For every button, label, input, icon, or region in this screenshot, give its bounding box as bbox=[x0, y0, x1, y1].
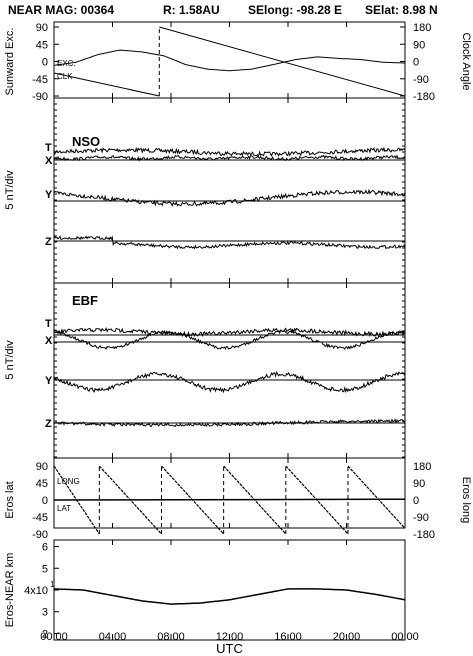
right-tick-label: 180 bbox=[413, 22, 431, 34]
inline-label-long: LONG bbox=[57, 477, 80, 486]
left-axis-label: Sunward Exc. bbox=[4, 28, 16, 96]
x-tick-label: 20:00 bbox=[333, 631, 361, 643]
panel-frame-4 bbox=[53, 539, 406, 641]
x-tick-label: 16:00 bbox=[274, 631, 302, 643]
trace-x bbox=[53, 330, 406, 350]
x-tick-label: 08:00 bbox=[157, 631, 185, 643]
right-tick-label: 90 bbox=[413, 39, 425, 51]
right-tick-label: 0 bbox=[413, 57, 419, 69]
long-series-line bbox=[347, 465, 406, 529]
long-series-line bbox=[53, 465, 100, 535]
exc-series-line bbox=[53, 49, 405, 72]
distance-series-line bbox=[53, 588, 406, 605]
distance-axis-label: Eros-NEAR km bbox=[4, 553, 16, 628]
left-tick-label: 45 bbox=[36, 39, 48, 51]
component-label-x: X bbox=[45, 335, 53, 347]
right-tick-label: -90 bbox=[413, 74, 429, 86]
x-tick-label: 12:00 bbox=[216, 631, 244, 643]
left-tick-label: 90 bbox=[36, 461, 48, 473]
header-title: NEAR MAG: 00364 bbox=[8, 3, 114, 17]
inline-label-lat: LAT bbox=[57, 504, 71, 513]
mag-axis-label: 5 nT/div bbox=[4, 340, 16, 380]
left-tick-label: 0 bbox=[42, 57, 48, 69]
x-tick-label: 00:00 bbox=[391, 631, 419, 643]
trace-y bbox=[53, 188, 406, 207]
left-tick-label: 0 bbox=[42, 495, 48, 507]
long-series-line bbox=[223, 465, 287, 535]
y-tick-label: 5 bbox=[42, 563, 48, 575]
mag-axis-label: 5 nT/div bbox=[4, 170, 16, 210]
lat-series-line bbox=[53, 498, 406, 501]
y-tick-label: 6 bbox=[42, 542, 48, 554]
right-tick-label: 180 bbox=[413, 461, 431, 473]
component-label-y: Y bbox=[45, 189, 53, 201]
inline-label-clk: CLK bbox=[57, 72, 73, 81]
left-tick-label: 90 bbox=[36, 22, 48, 34]
left-tick-label: -90 bbox=[32, 529, 48, 541]
trace-t bbox=[53, 327, 406, 338]
left-tick-label: 45 bbox=[36, 478, 48, 490]
y-tick-label: 3 bbox=[42, 607, 48, 619]
component-label-t: T bbox=[45, 142, 52, 154]
trace-t bbox=[53, 146, 406, 158]
component-label-x: X bbox=[45, 155, 53, 167]
clk-series-line bbox=[159, 26, 406, 97]
right-axis-label: Clock Angle bbox=[460, 32, 472, 90]
right-tick-label: 0 bbox=[413, 495, 419, 507]
right-tick-label: -180 bbox=[413, 91, 435, 103]
header-selong: SElong: -98.28 E bbox=[248, 3, 342, 17]
component-label-t: T bbox=[45, 318, 52, 330]
y-tick-label: 4x10 bbox=[24, 585, 48, 597]
component-label-z: Z bbox=[45, 236, 52, 248]
panel-label-ebf: EBF bbox=[72, 293, 98, 308]
right-axis-label: Eros long bbox=[460, 477, 472, 523]
left-axis-label: Eros lat bbox=[4, 481, 16, 518]
panel-frame-3 bbox=[53, 457, 406, 529]
long-series-line bbox=[161, 465, 225, 535]
trace-z bbox=[53, 235, 406, 250]
trace-y bbox=[53, 371, 406, 394]
header-selat: SElat: 8.98 N bbox=[365, 3, 438, 17]
x-tick-label: 00:00 bbox=[40, 631, 68, 643]
panel-label-nso: NSO bbox=[72, 134, 100, 149]
right-tick-label: -90 bbox=[413, 512, 429, 524]
panel-frame-2 bbox=[53, 282, 406, 459]
clk-series-line bbox=[53, 72, 160, 97]
y-tick-label: 2 bbox=[42, 628, 48, 640]
trace-z bbox=[53, 418, 406, 428]
long-series-line bbox=[285, 465, 349, 535]
left-tick-label: -90 bbox=[32, 91, 48, 103]
component-label-z: Z bbox=[45, 418, 52, 430]
long-series-line bbox=[98, 465, 162, 535]
right-tick-label: 90 bbox=[413, 478, 425, 490]
trace-x bbox=[53, 154, 406, 162]
header-radius: R: 1.58AU bbox=[163, 3, 220, 17]
component-label-y: Y bbox=[45, 375, 53, 387]
tick-exponent: 1 bbox=[50, 580, 55, 589]
x-tick-label: 04:00 bbox=[99, 631, 127, 643]
left-tick-label: -45 bbox=[32, 74, 48, 86]
x-axis-label: UTC bbox=[216, 641, 243, 656]
left-tick-label: -45 bbox=[32, 512, 48, 524]
right-tick-label: -180 bbox=[413, 529, 435, 541]
panel-frame-1 bbox=[53, 97, 406, 284]
panel-frame-0 bbox=[53, 21, 406, 99]
